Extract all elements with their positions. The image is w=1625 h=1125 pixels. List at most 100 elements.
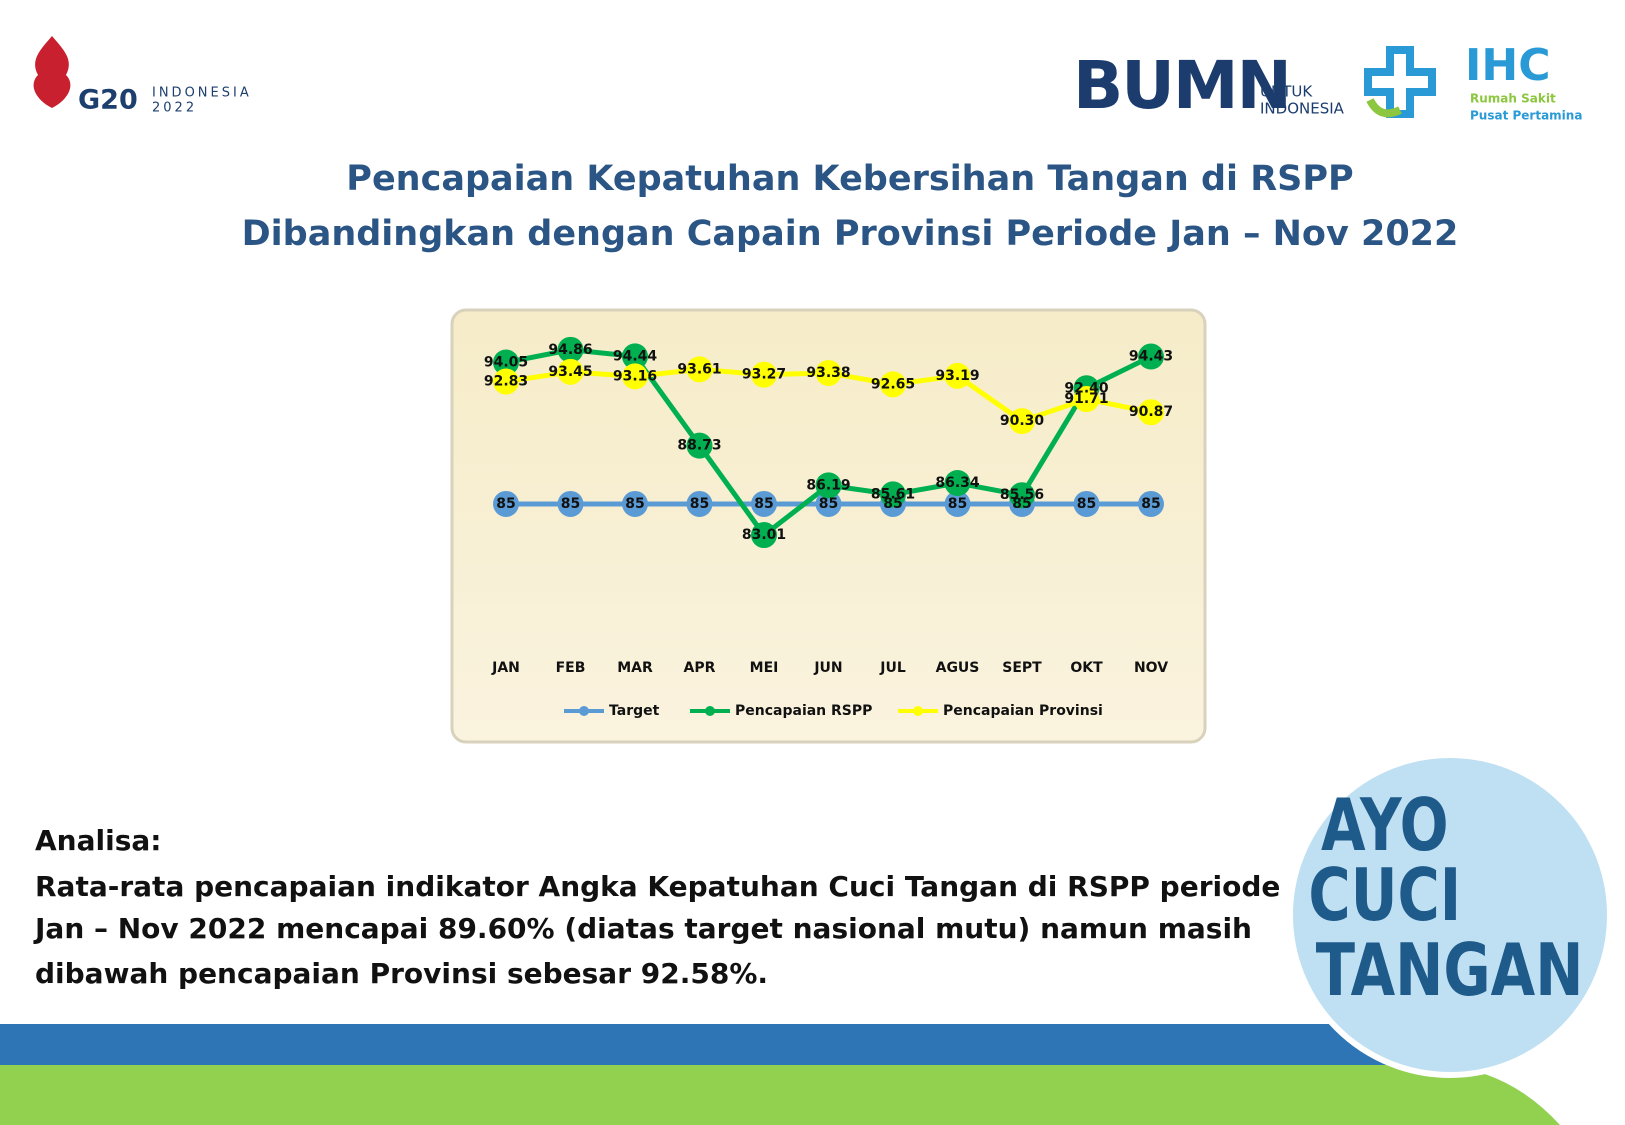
data-label: 93.19 bbox=[935, 368, 979, 384]
marker bbox=[622, 363, 648, 390]
marker bbox=[1073, 386, 1100, 413]
title: Dibandingkan dengan Capain Provinsi Peri… bbox=[242, 214, 1459, 254]
legend-label: Target bbox=[609, 703, 660, 719]
legend-marker bbox=[913, 706, 923, 716]
marker bbox=[1009, 482, 1035, 509]
data-label: 85 bbox=[561, 496, 580, 512]
data-label: 85.56 bbox=[1000, 487, 1044, 503]
marker bbox=[493, 490, 519, 517]
badge-text: CUCI bbox=[1308, 854, 1461, 938]
data-label: 94.44 bbox=[613, 348, 658, 364]
band-blue bbox=[0, 1024, 1440, 1065]
title: Pencapaian Kepatuhan Kebersihan Tangan d… bbox=[346, 159, 1353, 199]
ihc-tag: Pusat Pertamina bbox=[1470, 109, 1582, 123]
marker bbox=[557, 490, 584, 517]
x-tick-label: MAR bbox=[617, 660, 653, 676]
g20-country: INDONESIA bbox=[152, 86, 252, 101]
analysis-line: dibawah pencapaian Provinsi sebesar 92.5… bbox=[35, 957, 768, 990]
x-tick-label: JUL bbox=[879, 660, 906, 676]
data-label: 94.86 bbox=[548, 342, 592, 358]
analysis-heading: Analisa: bbox=[35, 824, 161, 857]
data-label: 85 bbox=[883, 496, 902, 512]
x-tick-label: AGUS bbox=[936, 660, 980, 676]
marker bbox=[686, 432, 713, 459]
marker bbox=[944, 362, 971, 389]
badge-text: AYO bbox=[1321, 784, 1449, 868]
x-tick-label: FEB bbox=[556, 660, 586, 676]
data-label: 85 bbox=[1012, 496, 1031, 512]
badge: AYO CUCI TANGAN bbox=[1287, 752, 1613, 1078]
marker bbox=[880, 481, 906, 508]
data-label: 86.34 bbox=[935, 475, 980, 491]
data-label: 85 bbox=[1077, 496, 1096, 512]
marker bbox=[944, 470, 971, 497]
ihc-tag: Rumah Sakit bbox=[1470, 92, 1556, 106]
data-label: 83.01 bbox=[742, 527, 786, 543]
x-tick-label: SEPT bbox=[1002, 660, 1042, 676]
data-label: 92.40 bbox=[1064, 380, 1109, 396]
data-label: 94.05 bbox=[484, 354, 528, 370]
marker bbox=[944, 490, 971, 517]
marker bbox=[622, 490, 648, 517]
legend-marker bbox=[579, 706, 589, 716]
data-label: 91.71 bbox=[1064, 391, 1108, 407]
data-label: 85 bbox=[754, 496, 773, 512]
marker bbox=[815, 359, 842, 386]
data-label: 85 bbox=[690, 496, 709, 512]
data-label: 85 bbox=[1141, 496, 1160, 512]
data-label: 85 bbox=[496, 496, 515, 512]
marker bbox=[686, 356, 713, 383]
marker bbox=[557, 336, 584, 363]
g20-text: G20 bbox=[78, 85, 138, 116]
data-label: 85 bbox=[948, 496, 967, 512]
ihc-text: IHC bbox=[1465, 40, 1551, 91]
x-tick-label: JAN bbox=[491, 660, 520, 676]
x-tick-label: OKT bbox=[1070, 660, 1103, 676]
data-label: 85 bbox=[819, 496, 838, 512]
data-label: 94.43 bbox=[1129, 349, 1173, 365]
data-label: 93.16 bbox=[613, 368, 657, 384]
data-label: 85 bbox=[625, 496, 644, 512]
g20-logo: G20 INDONESIA 2022 bbox=[33, 36, 252, 116]
data-label: 90.30 bbox=[1000, 413, 1045, 429]
marker bbox=[686, 490, 713, 517]
data-label: 92.83 bbox=[484, 374, 528, 390]
data-label: 90.87 bbox=[1129, 404, 1173, 420]
marker bbox=[1009, 408, 1035, 435]
data-label: 85.61 bbox=[871, 486, 915, 502]
marker bbox=[557, 358, 584, 385]
marker bbox=[1073, 490, 1100, 517]
x-tick-label: NOV bbox=[1134, 660, 1168, 676]
legend-marker bbox=[705, 706, 715, 716]
bumn-tag: INDONESIA bbox=[1260, 100, 1345, 118]
badge-text: TANGAN bbox=[1316, 929, 1584, 1013]
x-tick-label: JUN bbox=[813, 660, 842, 676]
data-label: 93.45 bbox=[548, 364, 592, 380]
legend-label: Pencapaian RSPP bbox=[735, 703, 872, 719]
marker bbox=[1138, 343, 1164, 370]
marker bbox=[1138, 490, 1164, 517]
marker bbox=[1138, 399, 1164, 426]
marker bbox=[751, 361, 777, 388]
marker bbox=[751, 490, 777, 517]
data-label: 93.38 bbox=[806, 365, 850, 381]
data-label: 93.61 bbox=[677, 361, 721, 377]
x-tick-label: MEI bbox=[750, 660, 779, 676]
marker bbox=[493, 368, 519, 395]
ihc-logo: IHC Rumah Sakit Pusat Pertamina bbox=[1364, 40, 1582, 123]
bumn-text: BUMN bbox=[1073, 47, 1290, 124]
bumn-logo: BUMN UNTUK INDONESIA bbox=[1073, 47, 1345, 124]
marker bbox=[622, 343, 648, 370]
marker bbox=[493, 349, 519, 376]
data-label: 93.27 bbox=[742, 367, 786, 383]
legend-label: Pencapaian Provinsi bbox=[943, 703, 1103, 719]
x-tick-label: APR bbox=[684, 660, 716, 676]
marker bbox=[880, 371, 906, 398]
marker bbox=[751, 522, 777, 549]
marker bbox=[815, 490, 842, 517]
analysis-line: Rata-rata pencapaian indikator Angka Kep… bbox=[35, 870, 1280, 903]
g20-year: 2022 bbox=[152, 101, 197, 116]
analysis-line: Jan – Nov 2022 mencapai 89.60% (diatas t… bbox=[33, 912, 1252, 945]
